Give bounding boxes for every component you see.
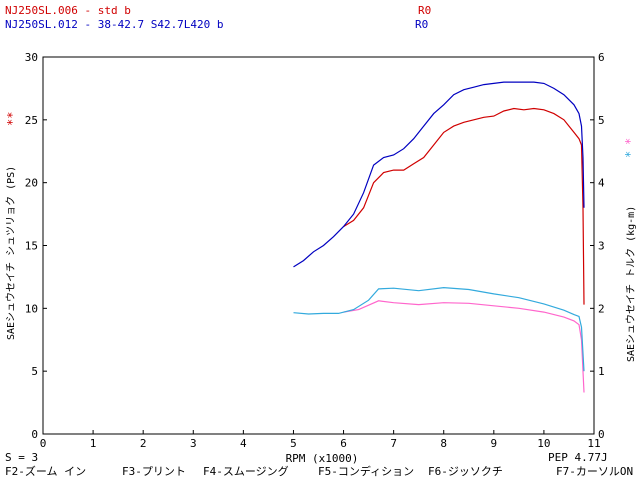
s-value: S = 3	[5, 451, 39, 464]
f6-actual-value-key[interactable]: F6-ジッソクチ	[428, 465, 503, 478]
x-tick-label: 11	[587, 437, 600, 450]
x-tick-label: 2	[140, 437, 147, 450]
x-tick-label: 7	[390, 437, 397, 450]
x-tick-label: 4	[240, 437, 247, 450]
x-tick-label: 6	[340, 437, 347, 450]
legend-run2-code: R0	[415, 18, 429, 31]
y2-tick-label: 5	[598, 114, 605, 127]
y-tick-label: 10	[25, 302, 38, 315]
y-tick-label: 0	[31, 428, 38, 441]
y2-tick-label: 3	[598, 240, 605, 253]
series-line-power-run2	[293, 81, 585, 268]
x-tick-label: 1	[90, 437, 97, 450]
y2-tick-label: 2	[598, 302, 605, 315]
f7-cursor-on-key[interactable]: F7-カーソルON	[556, 465, 634, 478]
y2-tick-label: 4	[598, 177, 605, 190]
plot-frame	[42, 56, 595, 435]
y-tick-label: 15	[25, 240, 38, 253]
x-tick-label: 8	[440, 437, 447, 450]
pep-value: PEP 4.77J	[548, 451, 608, 464]
series-line-power-run1	[343, 107, 585, 305]
x-tick-label: 9	[491, 437, 498, 450]
x-tick-label: 3	[190, 437, 197, 450]
y2-tick-label: 1	[598, 365, 605, 378]
x-axis-label: RPM (x1000)	[286, 452, 359, 465]
f5-condition-key[interactable]: F5-コンディション	[318, 465, 415, 478]
legend-run1-name: NJ250SL.006 - std b	[5, 4, 131, 17]
f3-print-key[interactable]: F3-プリント	[122, 465, 186, 478]
y2-tick-label: 0	[598, 428, 605, 441]
y-tick-label: 30	[25, 51, 38, 64]
legend-run2-name: NJ250SL.012 - 38-42.7 S42.7L420 b	[5, 18, 224, 31]
x-tick-label: 5	[290, 437, 297, 450]
legend-run1-code: R0	[418, 4, 432, 17]
x-tick-label: 0	[40, 437, 47, 450]
series-line-torque-run2	[293, 286, 585, 372]
f2-zoom-in-key[interactable]: F2-ズーム イン	[5, 465, 87, 478]
f4-smoothing-key[interactable]: F4-スムージング	[203, 465, 289, 478]
y2-tick-label: 6	[598, 51, 605, 64]
series-line-torque-run1	[343, 300, 585, 393]
y-tick-label: 20	[25, 177, 38, 190]
y-tick-label: 5	[31, 365, 38, 378]
x-tick-label: 10	[537, 437, 550, 450]
y-tick-label: 25	[25, 114, 38, 127]
